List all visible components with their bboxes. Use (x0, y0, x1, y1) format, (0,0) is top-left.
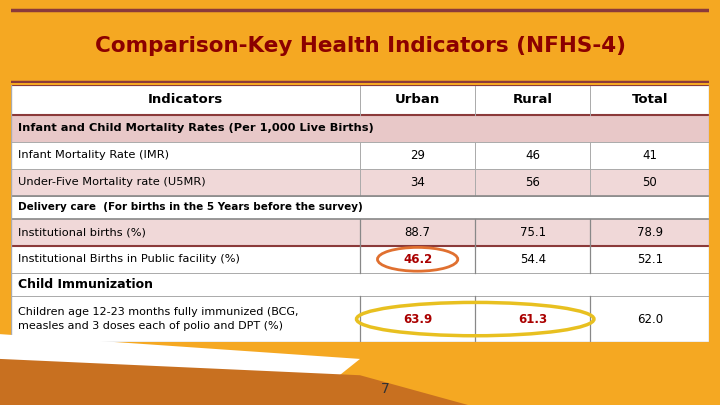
Text: 7: 7 (381, 382, 390, 396)
Text: 61.3: 61.3 (518, 313, 547, 326)
FancyBboxPatch shape (11, 168, 709, 196)
Text: 62.0: 62.0 (636, 313, 663, 326)
Text: 34: 34 (410, 176, 425, 189)
Text: 46: 46 (526, 149, 540, 162)
FancyBboxPatch shape (11, 142, 709, 168)
FancyBboxPatch shape (11, 196, 709, 219)
Text: 50: 50 (642, 176, 657, 189)
FancyBboxPatch shape (11, 85, 709, 115)
Text: Rural: Rural (513, 93, 553, 107)
Text: 41: 41 (642, 149, 657, 162)
FancyBboxPatch shape (11, 115, 709, 142)
Text: 75.1: 75.1 (520, 226, 546, 239)
FancyBboxPatch shape (11, 219, 709, 246)
Text: 46.2: 46.2 (403, 253, 432, 266)
FancyBboxPatch shape (11, 273, 709, 296)
Text: 56: 56 (526, 176, 540, 189)
Text: 29: 29 (410, 149, 425, 162)
Text: Children age 12-23 months fully immunized (BCG,
measles and 3 doses each of poli: Children age 12-23 months fully immunize… (18, 307, 298, 330)
Text: Under-Five Mortality rate (U5MR): Under-Five Mortality rate (U5MR) (18, 177, 205, 187)
Text: 78.9: 78.9 (636, 226, 663, 239)
Text: 52.1: 52.1 (636, 253, 663, 266)
Text: Institutional Births in Public facility (%): Institutional Births in Public facility … (18, 254, 240, 264)
FancyBboxPatch shape (11, 296, 709, 342)
Text: Child Immunization: Child Immunization (18, 278, 153, 291)
Polygon shape (0, 334, 360, 405)
Text: Comparison-Key Health Indicators (NFHS-4): Comparison-Key Health Indicators (NFHS-4… (94, 36, 626, 55)
Polygon shape (0, 359, 468, 405)
Text: Infant Mortality Rate (IMR): Infant Mortality Rate (IMR) (18, 150, 168, 160)
Text: Institutional births (%): Institutional births (%) (18, 227, 145, 237)
Text: Delivery care  (For births in the 5 Years before the survey): Delivery care (For births in the 5 Years… (18, 202, 363, 212)
Text: Infant and Child Mortality Rates (Per 1,000 Live Births): Infant and Child Mortality Rates (Per 1,… (18, 123, 374, 133)
FancyBboxPatch shape (11, 246, 709, 273)
Text: 88.7: 88.7 (405, 226, 431, 239)
Text: 63.9: 63.9 (403, 313, 432, 326)
Text: Total: Total (631, 93, 668, 107)
Text: Indicators: Indicators (148, 93, 223, 107)
Text: 54.4: 54.4 (520, 253, 546, 266)
Text: Urban: Urban (395, 93, 440, 107)
